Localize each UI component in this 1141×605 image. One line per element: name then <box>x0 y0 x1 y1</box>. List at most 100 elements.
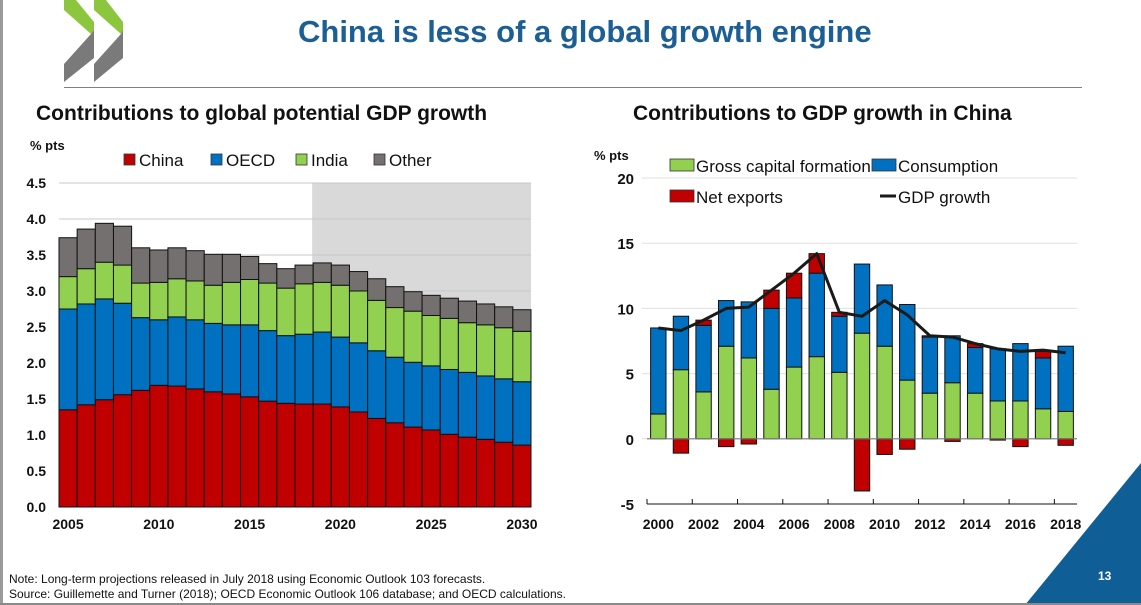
y-tick-label: 2.5 <box>27 319 47 335</box>
bar-india-2014 <box>221 281 242 326</box>
bar-india-2012 <box>185 280 205 321</box>
legend-label-india: India <box>311 151 348 170</box>
legend-label-gross-capital-formation: Gross capital formation <box>696 157 871 176</box>
y-tick-label: 3.0 <box>27 283 47 299</box>
bar-other-2016 <box>258 263 278 284</box>
y-axis-label: % pts <box>30 138 65 153</box>
legend-label-oecd: OECD <box>226 151 275 170</box>
bar-oecd-2023 <box>385 356 405 424</box>
bar-china-2024 <box>403 426 423 508</box>
legend-swatch-consumption <box>871 158 897 172</box>
x-tick-label: 2010 <box>869 516 900 532</box>
bar-other-2009 <box>131 247 151 284</box>
bar-india-2023 <box>385 307 405 358</box>
bar-other-2014 <box>221 253 242 283</box>
x-tick-label: 2005 <box>52 516 83 532</box>
x-tick-label: 2020 <box>325 516 356 532</box>
x-tick-label: 2006 <box>779 516 810 532</box>
bar-oecd-2005 <box>58 308 78 411</box>
bar-gross-capital-formation-2016 <box>1012 400 1029 440</box>
bar-consumption-2009 <box>853 263 871 334</box>
bar-gross-capital-formation-2004 <box>740 357 758 440</box>
bar-india-2021 <box>348 290 369 344</box>
bar-consumption-2007 <box>808 272 825 358</box>
x-tick-label: 2014 <box>960 516 991 532</box>
bar-china-2005 <box>58 409 78 508</box>
bar-gross-capital-formation-2010 <box>876 345 893 440</box>
bar-india-2011 <box>167 278 187 318</box>
slide-title: China is less of a global growth engine <box>298 14 872 49</box>
legend-swatch-other <box>373 153 386 166</box>
bar-consumption-2005 <box>763 307 780 390</box>
bar-india-2009 <box>131 282 151 319</box>
bar-gross-capital-formation-2000 <box>650 413 667 440</box>
global-potential-gdp-chart: 0.0 0.5 1.0 1.5 2.0 2.5 3.0 3.5 4.0 4.5 % pts 2005 2… <box>27 138 538 532</box>
bar-other-2008 <box>112 225 133 266</box>
bar-gross-capital-formation-2001 <box>672 369 690 440</box>
bar-oecd-2017 <box>276 335 296 404</box>
bar-oecd-2021 <box>348 342 369 413</box>
bar-gross-capital-formation-2014 <box>966 392 984 440</box>
bar-gross-capital-formation-2007 <box>808 356 825 440</box>
legend-swatch-oecd <box>210 153 223 166</box>
bar-india-2007 <box>94 261 114 300</box>
bar-india-2008 <box>112 264 133 304</box>
bar-oecd-2018 <box>294 333 314 405</box>
bar-net-exports-2016 <box>1012 438 1029 448</box>
legend-label-consumption: Consumption <box>898 157 998 176</box>
y-tick-label: 20 <box>617 171 634 188</box>
slide-left-border <box>0 0 3 605</box>
bar-other-2015 <box>240 255 260 280</box>
bar-gross-capital-formation-2012 <box>921 392 939 440</box>
logo-chevron-1-green <box>64 0 94 34</box>
footnote-note: Note: Long-term projections released in … <box>9 572 486 586</box>
gdp-growth-line <box>658 252 1066 355</box>
y-tick-label: 10 <box>617 301 634 318</box>
china-gdp-contributions-chart: -5 0 5 10 15 20 % pts 2000 2002 2004 2006 2008 2010 2… <box>594 148 1081 532</box>
bar-gross-capital-formation-2015 <box>989 400 1006 440</box>
y-tick-label: 0.5 <box>27 463 47 479</box>
bar-china-2014 <box>221 393 242 508</box>
legend-swatch-net-exports <box>669 189 695 203</box>
legend-label-other: Other <box>389 151 432 170</box>
bar-china-2017 <box>276 402 296 508</box>
bar-china-2020 <box>330 406 350 508</box>
y-tick-label: 15 <box>617 236 634 253</box>
legend-label-china: China <box>139 151 184 170</box>
bar-oecd-2008 <box>112 302 133 396</box>
bar-china-2023 <box>385 422 405 508</box>
bar-india-2017 <box>276 287 296 337</box>
bar-india-2022 <box>367 299 387 352</box>
bar-other-2027 <box>457 300 478 324</box>
bar-china-2013 <box>203 391 223 508</box>
bar-china-2007 <box>94 399 114 508</box>
bar-consumption-2011 <box>899 303 916 381</box>
bar-oecd-2025 <box>421 365 441 431</box>
bar-india-2006 <box>76 268 96 305</box>
x-tick-label: 2012 <box>914 516 945 532</box>
bar-india-2028 <box>476 324 496 377</box>
bar-gross-capital-formation-2017 <box>1034 408 1052 440</box>
bar-net-exports-2011 <box>899 438 916 450</box>
footnote-source: Source: Guillemette and Turner (2018); O… <box>9 587 566 601</box>
bar-consumption-2018 <box>1057 345 1074 412</box>
bar-india-2015 <box>240 278 260 326</box>
bar-oecd-2020 <box>330 336 350 408</box>
bar-other-2019 <box>312 262 332 283</box>
bar-other-2013 <box>203 253 223 286</box>
bar-other-2024 <box>403 291 423 312</box>
y-axis-label: % pts <box>594 148 629 163</box>
bar-other-2011 <box>167 247 187 280</box>
bar-oecd-2015 <box>240 324 260 398</box>
y-tick-label: 0 <box>626 432 634 449</box>
bar-india-2026 <box>439 317 459 370</box>
bar-oecd-2026 <box>439 368 459 435</box>
bar-china-2029 <box>494 441 514 508</box>
bar-gross-capital-formation-2005 <box>763 388 780 440</box>
x-tick-label: 2015 <box>234 516 265 532</box>
bar-consumption-2002 <box>695 324 712 393</box>
bar-consumption-2010 <box>876 284 893 347</box>
bar-gross-capital-formation-2002 <box>695 391 712 440</box>
bar-other-2021 <box>348 271 369 292</box>
bar-oecd-2030 <box>512 381 532 446</box>
